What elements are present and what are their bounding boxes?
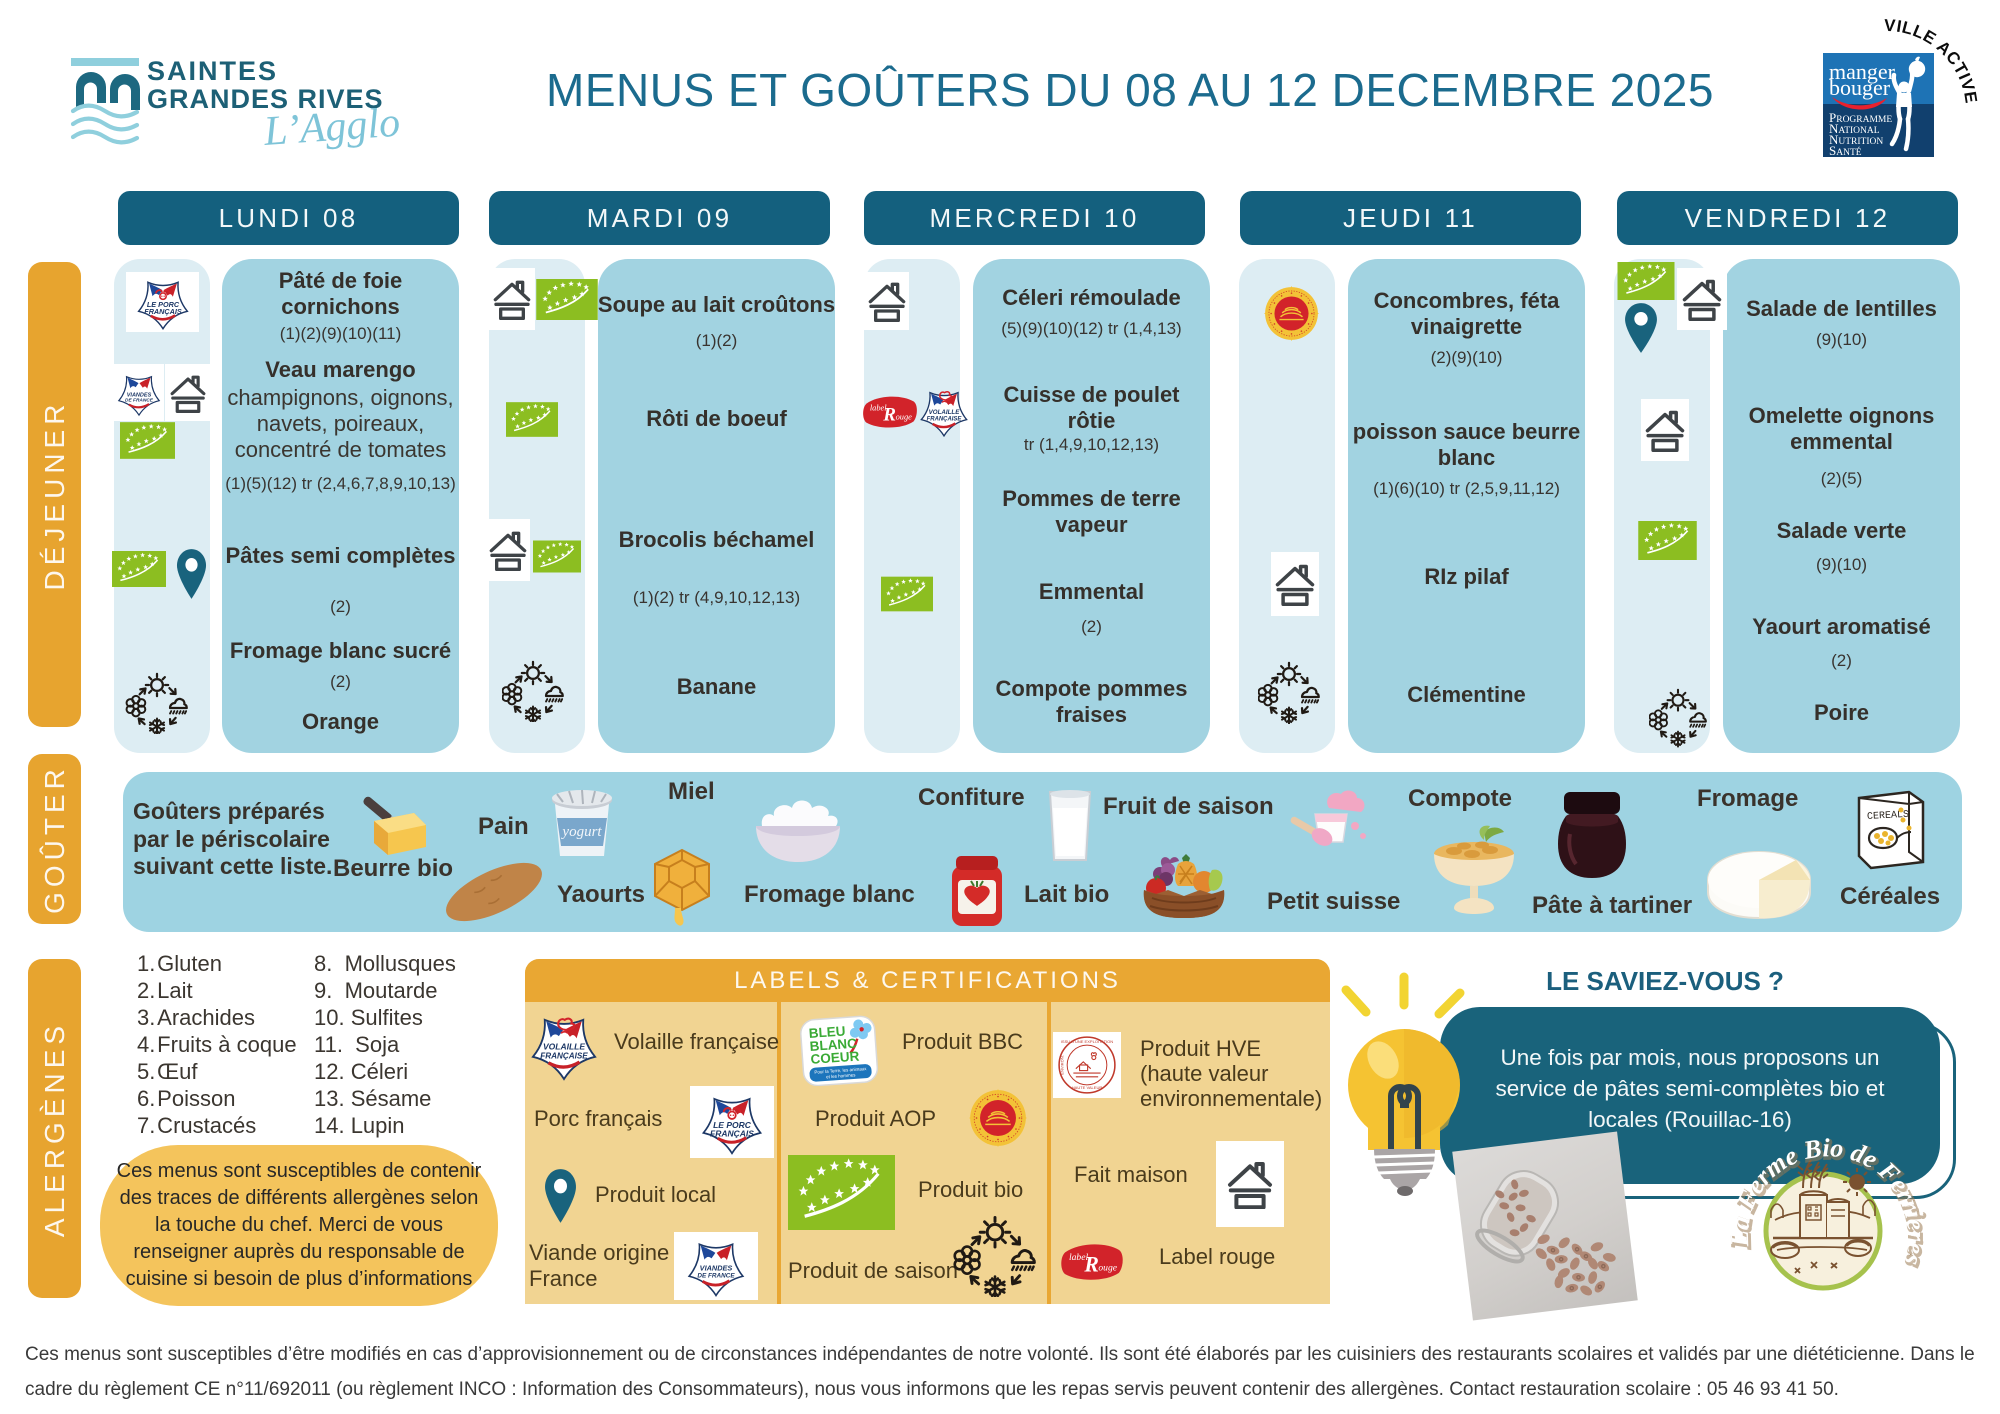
- svg-text:SAINTES: SAINTES: [147, 56, 278, 86]
- svg-text:L’Agglo: L’Agglo: [261, 100, 401, 155]
- svg-text:manger: manger: [1829, 59, 1896, 84]
- svg-text:bouger: bouger: [1829, 75, 1891, 100]
- svg-text:GRANDES RIVES: GRANDES RIVES: [147, 84, 384, 114]
- svg-text:yogurt: yogurt: [560, 824, 602, 840]
- svg-text:CEREALS: CEREALS: [1867, 810, 1910, 823]
